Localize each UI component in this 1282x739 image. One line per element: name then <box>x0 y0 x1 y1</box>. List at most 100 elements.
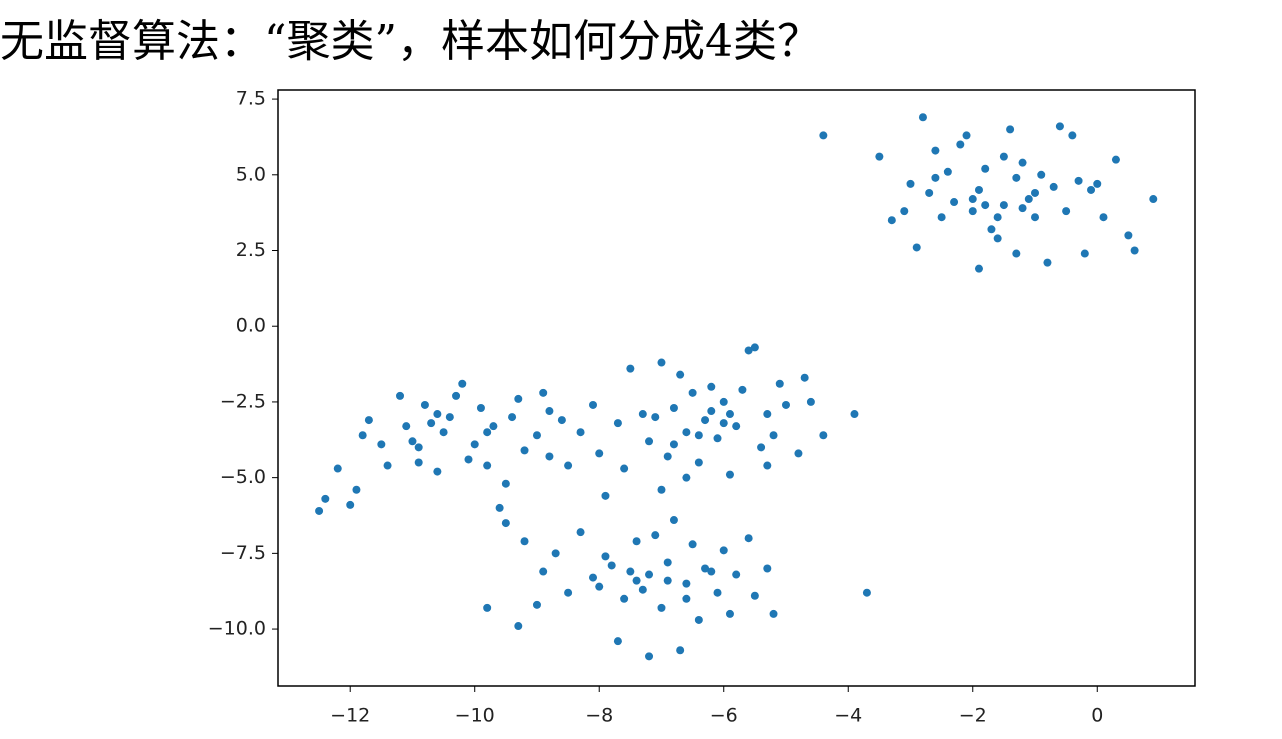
point <box>1074 176 1083 185</box>
point <box>595 582 604 591</box>
point <box>931 173 940 182</box>
point <box>645 437 654 446</box>
point <box>943 167 952 176</box>
point <box>632 537 641 546</box>
point <box>470 440 479 449</box>
point <box>532 600 541 609</box>
y-tick-label: −7.5 <box>220 542 266 564</box>
x-tick-label: −2 <box>959 705 987 727</box>
point <box>651 531 660 540</box>
point <box>532 431 541 440</box>
point <box>918 113 927 122</box>
point <box>483 461 492 470</box>
point <box>719 546 728 555</box>
point <box>396 391 405 400</box>
point <box>539 567 548 576</box>
point <box>663 452 672 461</box>
y-tick-label: 7.5 <box>236 88 266 110</box>
point <box>657 603 666 612</box>
point <box>489 422 498 431</box>
point <box>352 485 361 494</box>
point <box>713 588 722 597</box>
point <box>763 410 772 419</box>
plot-frame <box>277 89 1196 687</box>
point <box>508 413 517 422</box>
point <box>346 500 355 509</box>
point <box>694 431 703 440</box>
point <box>1099 213 1108 222</box>
point <box>713 434 722 443</box>
point <box>725 470 734 479</box>
point <box>912 243 921 252</box>
point <box>669 516 678 525</box>
point <box>589 573 598 582</box>
point <box>638 410 647 419</box>
point <box>725 410 734 419</box>
point <box>1055 122 1064 131</box>
x-tick-label: −8 <box>585 705 613 727</box>
point <box>682 579 691 588</box>
point <box>669 440 678 449</box>
point <box>937 213 946 222</box>
point <box>1130 246 1139 255</box>
x-tick-label: −12 <box>330 705 370 727</box>
point <box>694 615 703 624</box>
point <box>358 431 367 440</box>
point <box>514 622 523 631</box>
y-tick-label: 0.0 <box>236 315 266 337</box>
point <box>1149 195 1158 204</box>
point <box>495 503 504 512</box>
point <box>402 422 411 431</box>
point <box>694 458 703 467</box>
point <box>452 391 461 400</box>
point <box>576 528 585 537</box>
point <box>875 152 884 161</box>
x-tick-label: −4 <box>834 705 862 727</box>
point <box>501 479 510 488</box>
point <box>433 467 442 476</box>
point <box>601 491 610 500</box>
point <box>769 609 778 618</box>
point <box>682 428 691 437</box>
point <box>906 179 915 188</box>
point <box>364 416 373 425</box>
point <box>613 637 622 646</box>
point <box>1012 249 1021 258</box>
point <box>862 588 871 597</box>
point <box>956 140 965 149</box>
point <box>414 443 423 452</box>
point <box>850 410 859 419</box>
y-tick-label: −10.0 <box>208 618 266 640</box>
point <box>557 416 566 425</box>
point <box>1062 207 1071 216</box>
point <box>688 540 697 549</box>
point <box>483 428 492 437</box>
point <box>1124 231 1133 240</box>
point <box>819 431 828 440</box>
point <box>620 464 629 473</box>
point <box>1080 249 1089 258</box>
point <box>719 419 728 428</box>
point <box>682 594 691 603</box>
point <box>445 413 454 422</box>
point <box>987 225 996 234</box>
point <box>595 449 604 458</box>
point <box>433 410 442 419</box>
point <box>750 343 759 352</box>
point <box>1018 204 1027 213</box>
point <box>607 561 616 570</box>
point <box>333 464 342 473</box>
point <box>458 379 467 388</box>
point <box>1049 182 1058 191</box>
point <box>819 131 828 140</box>
point <box>794 449 803 458</box>
point <box>732 422 741 431</box>
point <box>476 403 485 412</box>
point <box>626 567 635 576</box>
point <box>620 594 629 603</box>
point <box>707 407 716 416</box>
point <box>887 216 896 225</box>
point <box>981 201 990 210</box>
point <box>725 609 734 618</box>
point <box>744 346 753 355</box>
